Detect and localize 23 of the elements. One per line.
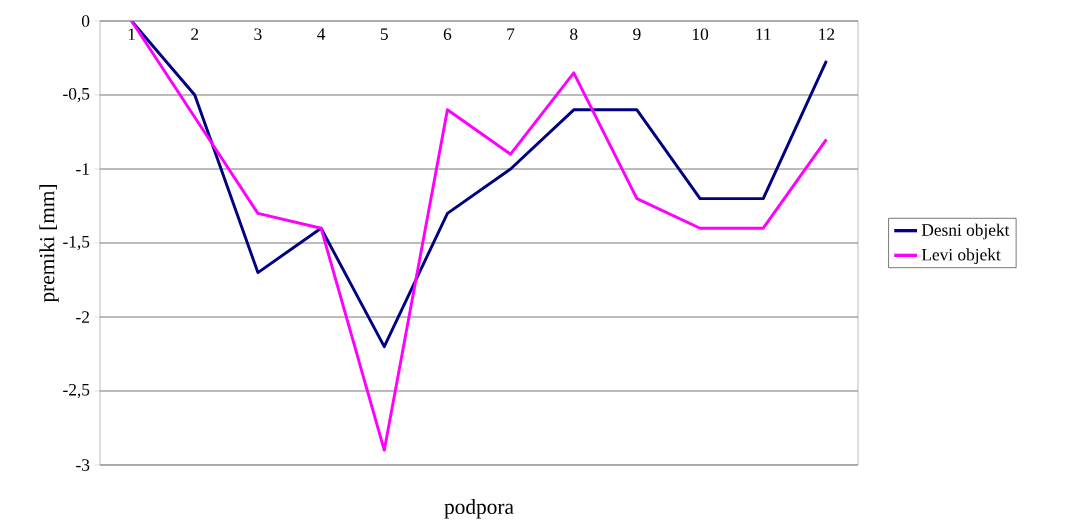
x-tick-label: 3 <box>254 28 262 41</box>
y-tick-label: -1 <box>76 163 89 175</box>
x-tick-label: 4 <box>317 28 326 40</box>
x-axis-title: podpora <box>444 499 514 519</box>
x-tick-label: 10 <box>692 28 709 41</box>
y-axis-title: premiki [mm] <box>39 185 59 303</box>
y-tick-label: -3 <box>76 459 90 471</box>
x-tick-label: 7 <box>507 28 515 40</box>
y-tick-label: -2,5 <box>63 383 90 399</box>
x-tick-label: 6 <box>443 28 452 41</box>
x-tick-label: 1 <box>128 28 135 40</box>
x-tick-label: 8 <box>570 28 578 41</box>
x-tick-label: 11 <box>756 28 771 40</box>
x-tick-label: 12 <box>819 28 835 40</box>
legend-label: Levi objekt <box>921 248 1001 265</box>
y-tick-label: -1,5 <box>63 235 90 251</box>
y-tick-label: -0,5 <box>63 87 90 103</box>
y-tick-label: 0 <box>81 15 90 27</box>
legend-label: Desni objekt <box>921 223 1010 240</box>
x-tick-label: 2 <box>191 28 199 40</box>
x-tick-label: 5 <box>380 28 388 40</box>
y-tick-label: -2 <box>76 311 90 323</box>
x-tick-label: 9 <box>633 28 641 41</box>
